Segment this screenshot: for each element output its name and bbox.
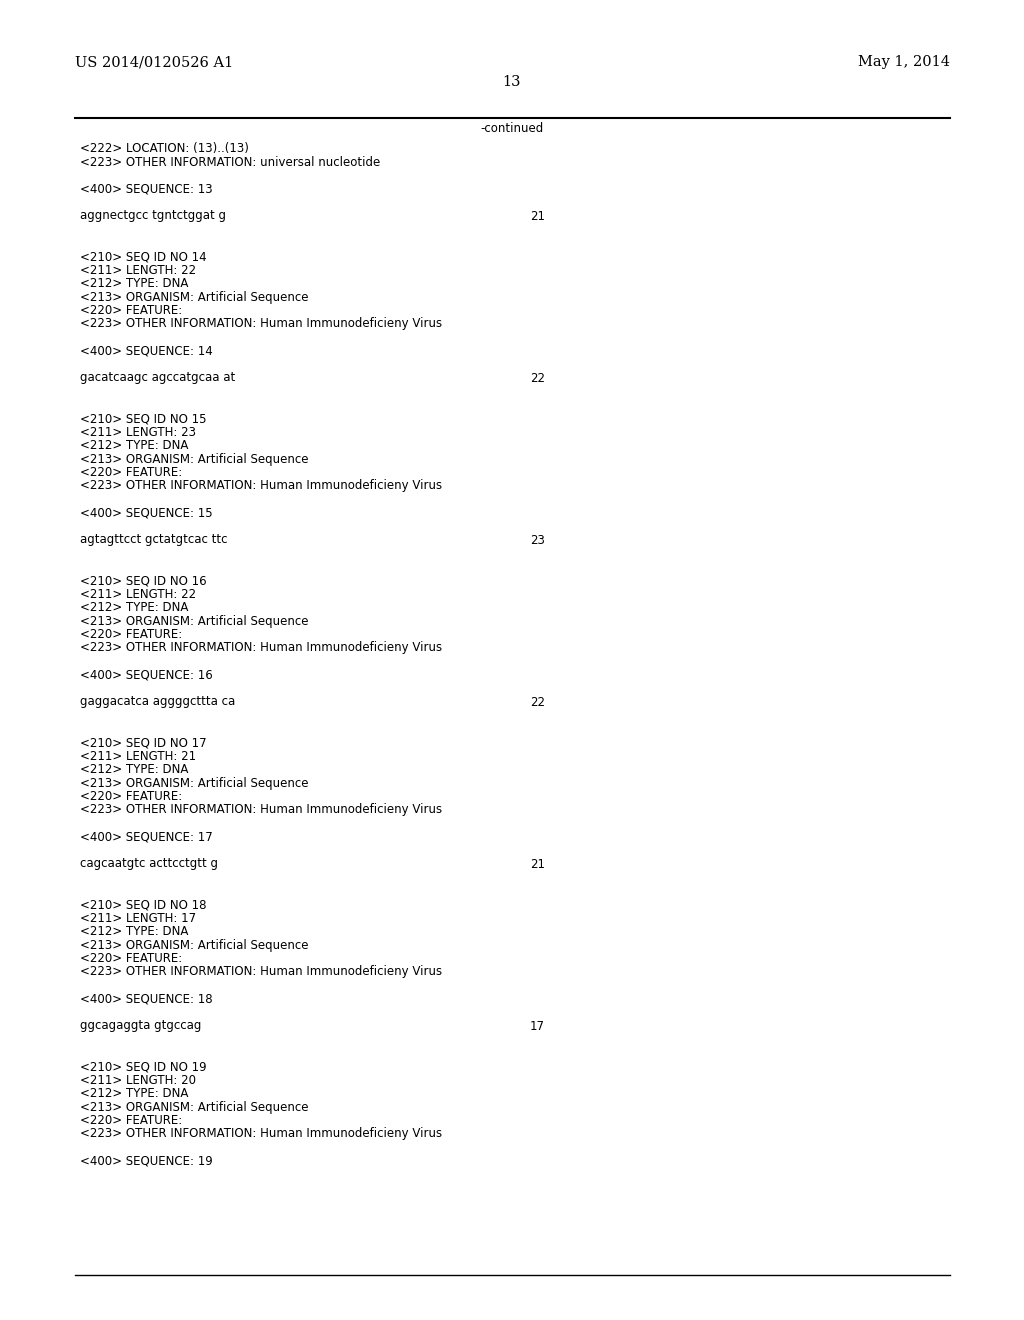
Text: <400> SEQUENCE: 17: <400> SEQUENCE: 17 [80,830,213,843]
Text: cagcaatgtc acttcctgtt g: cagcaatgtc acttcctgtt g [80,858,218,870]
Text: gacatcaagc agccatgcaa at: gacatcaagc agccatgcaa at [80,371,236,384]
Text: <222> LOCATION: (13)..(13): <222> LOCATION: (13)..(13) [80,143,249,154]
Text: <220> FEATURE:: <220> FEATURE: [80,952,182,965]
Text: <213> ORGANISM: Artificial Sequence: <213> ORGANISM: Artificial Sequence [80,290,308,304]
Text: <211> LENGTH: 17: <211> LENGTH: 17 [80,912,197,924]
Text: 22: 22 [530,371,545,384]
Text: <220> FEATURE:: <220> FEATURE: [80,304,182,317]
Text: <211> LENGTH: 23: <211> LENGTH: 23 [80,425,196,438]
Text: 21: 21 [530,858,545,870]
Text: <220> FEATURE:: <220> FEATURE: [80,1114,182,1127]
Text: <400> SEQUENCE: 13: <400> SEQUENCE: 13 [80,182,213,195]
Text: <211> LENGTH: 20: <211> LENGTH: 20 [80,1073,196,1086]
Text: <223> OTHER INFORMATION: universal nucleotide: <223> OTHER INFORMATION: universal nucle… [80,156,380,169]
Text: <212> TYPE: DNA: <212> TYPE: DNA [80,1086,188,1100]
Text: 23: 23 [530,533,545,546]
Text: <210> SEQ ID NO 17: <210> SEQ ID NO 17 [80,737,207,748]
Text: <211> LENGTH: 22: <211> LENGTH: 22 [80,264,197,276]
Text: aggnectgcc tgntctggat g: aggnectgcc tgntctggat g [80,210,226,223]
Text: <212> TYPE: DNA: <212> TYPE: DNA [80,763,188,776]
Text: <211> LENGTH: 21: <211> LENGTH: 21 [80,750,197,763]
Text: <213> ORGANISM: Artificial Sequence: <213> ORGANISM: Artificial Sequence [80,939,308,952]
Text: <223> OTHER INFORMATION: Human Immunodeficieny Virus: <223> OTHER INFORMATION: Human Immunodef… [80,965,442,978]
Text: <223> OTHER INFORMATION: Human Immunodeficieny Virus: <223> OTHER INFORMATION: Human Immunodef… [80,479,442,492]
Text: <213> ORGANISM: Artificial Sequence: <213> ORGANISM: Artificial Sequence [80,776,308,789]
Text: <400> SEQUENCE: 14: <400> SEQUENCE: 14 [80,345,213,358]
Text: 13: 13 [503,75,521,88]
Text: gaggacatca aggggcttta ca: gaggacatca aggggcttta ca [80,696,236,709]
Text: <223> OTHER INFORMATION: Human Immunodeficieny Virus: <223> OTHER INFORMATION: Human Immunodef… [80,642,442,655]
Text: <223> OTHER INFORMATION: Human Immunodeficieny Virus: <223> OTHER INFORMATION: Human Immunodef… [80,318,442,330]
Text: <210> SEQ ID NO 14: <210> SEQ ID NO 14 [80,249,207,263]
Text: <213> ORGANISM: Artificial Sequence: <213> ORGANISM: Artificial Sequence [80,453,308,466]
Text: 22: 22 [530,696,545,709]
Text: 21: 21 [530,210,545,223]
Text: <210> SEQ ID NO 18: <210> SEQ ID NO 18 [80,898,207,911]
Text: agtagttcct gctatgtcac ttc: agtagttcct gctatgtcac ttc [80,533,227,546]
Text: <220> FEATURE:: <220> FEATURE: [80,789,182,803]
Text: <212> TYPE: DNA: <212> TYPE: DNA [80,925,188,939]
Text: -continued: -continued [480,121,544,135]
Text: <210> SEQ ID NO 16: <210> SEQ ID NO 16 [80,574,207,587]
Text: May 1, 2014: May 1, 2014 [858,55,950,69]
Text: US 2014/0120526 A1: US 2014/0120526 A1 [75,55,233,69]
Text: ggcagaggta gtgccag: ggcagaggta gtgccag [80,1019,202,1032]
Text: <400> SEQUENCE: 15: <400> SEQUENCE: 15 [80,507,213,520]
Text: <212> TYPE: DNA: <212> TYPE: DNA [80,601,188,614]
Text: <212> TYPE: DNA: <212> TYPE: DNA [80,440,188,451]
Text: <223> OTHER INFORMATION: Human Immunodeficieny Virus: <223> OTHER INFORMATION: Human Immunodef… [80,1127,442,1140]
Text: 17: 17 [530,1019,545,1032]
Text: <213> ORGANISM: Artificial Sequence: <213> ORGANISM: Artificial Sequence [80,615,308,627]
Text: <220> FEATURE:: <220> FEATURE: [80,466,182,479]
Text: <400> SEQUENCE: 18: <400> SEQUENCE: 18 [80,993,213,1006]
Text: <400> SEQUENCE: 16: <400> SEQUENCE: 16 [80,668,213,681]
Text: <211> LENGTH: 22: <211> LENGTH: 22 [80,587,197,601]
Text: <223> OTHER INFORMATION: Human Immunodeficieny Virus: <223> OTHER INFORMATION: Human Immunodef… [80,804,442,817]
Text: <220> FEATURE:: <220> FEATURE: [80,628,182,642]
Text: <213> ORGANISM: Artificial Sequence: <213> ORGANISM: Artificial Sequence [80,1101,308,1114]
Text: <212> TYPE: DNA: <212> TYPE: DNA [80,277,188,290]
Text: <400> SEQUENCE: 19: <400> SEQUENCE: 19 [80,1155,213,1167]
Text: <210> SEQ ID NO 19: <210> SEQ ID NO 19 [80,1060,207,1073]
Text: <210> SEQ ID NO 15: <210> SEQ ID NO 15 [80,412,207,425]
